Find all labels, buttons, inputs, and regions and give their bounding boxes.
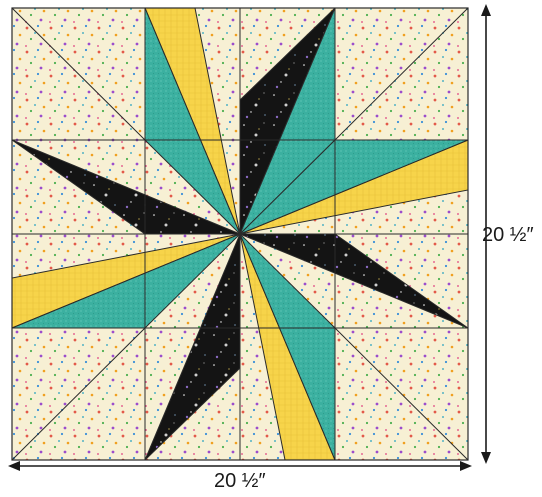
block-border: [11, 7, 469, 461]
height-arrow: [481, 4, 491, 464]
seam-lines: [11, 7, 469, 461]
width-dimension-label: 20 ½″: [214, 470, 266, 492]
width-arrow: [8, 461, 472, 471]
height-dimension-label: 20 ½″: [482, 224, 534, 246]
